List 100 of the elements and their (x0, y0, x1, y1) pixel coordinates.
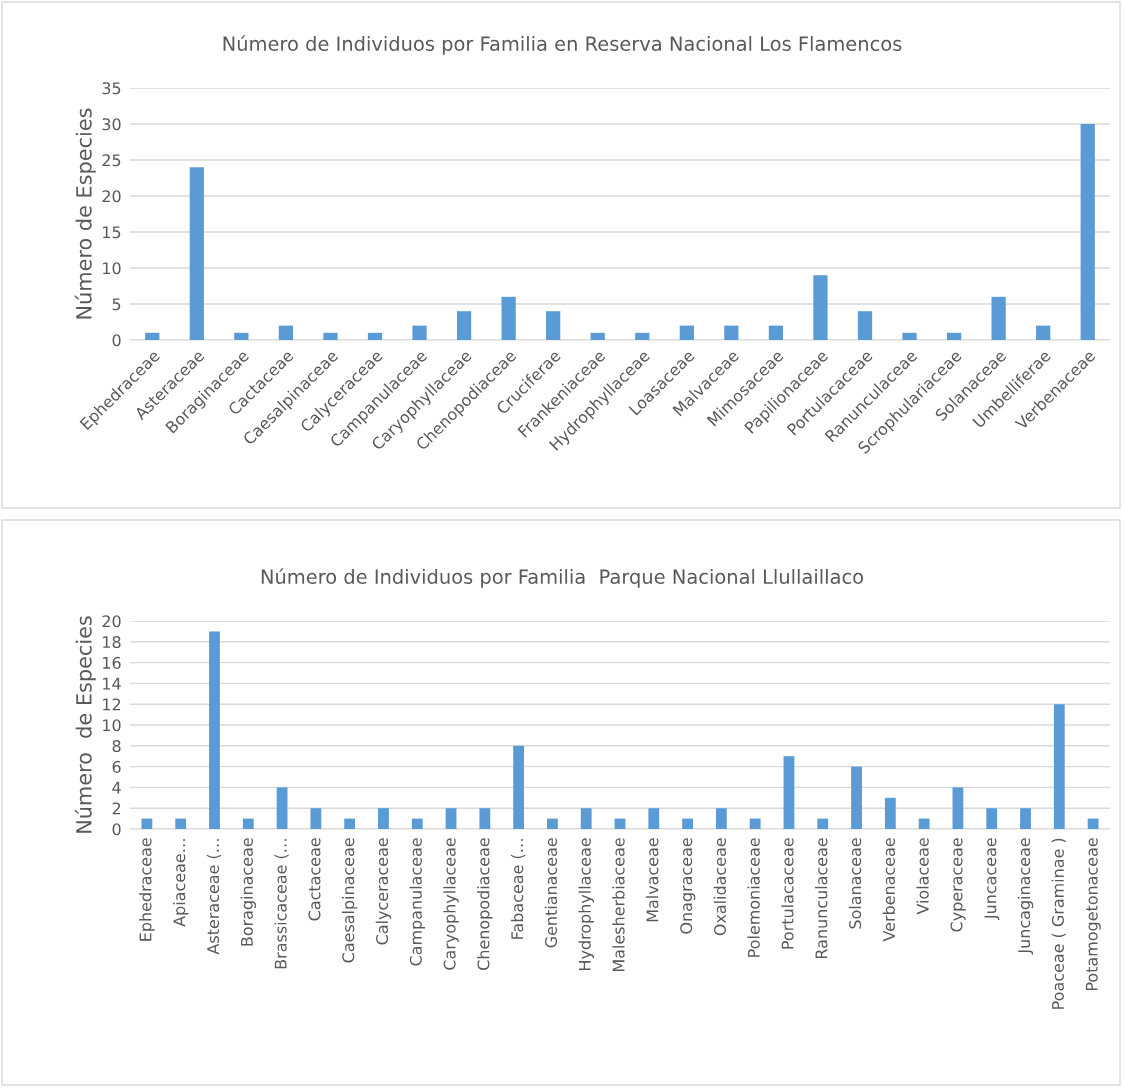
x-tick-label: Caesalpinaceae (341, 838, 358, 963)
x-tick-label: Ranunculaceae (815, 838, 828, 959)
x-tick-label: Portulacaceae (781, 838, 794, 949)
x-tick-label: Malvaceae (646, 838, 659, 922)
y-tick-label: 10 (103, 719, 121, 732)
x-tick-label: Juncaceae (984, 838, 1000, 920)
bar (590, 332, 605, 340)
x-tick-label: Potamogetonaceae (1085, 838, 1101, 991)
y-tick-label: 6 (112, 760, 121, 773)
bar (1080, 124, 1095, 340)
x-tick-label: Polemoniaceae (747, 838, 760, 957)
bar (501, 296, 516, 340)
bar (547, 818, 558, 829)
y-tick-label: 25 (102, 154, 121, 167)
bar (679, 325, 694, 340)
bar (175, 818, 187, 829)
bar (276, 787, 288, 829)
x-tick-label: Solanaceae (848, 838, 862, 929)
bar (851, 766, 862, 829)
x-tick-label: Gentianaceae (544, 838, 558, 948)
bar (768, 325, 784, 340)
x-tick-label: Boraginaceae (240, 838, 256, 946)
x-tick-label: Violaceae (916, 838, 929, 915)
bar (648, 808, 660, 829)
bar (513, 745, 525, 829)
bar (918, 818, 930, 829)
bar (580, 808, 592, 829)
bar (902, 332, 917, 340)
x-tick-label: Poaceae ( Graminae ) (1051, 838, 1066, 1009)
x-tick-label: Asteraceae (… (206, 839, 221, 955)
chart-title: Número de Individuos por Familia Parque Nacional Llullaillaco (261, 568, 863, 588)
bar (479, 808, 491, 829)
x-tick-label: Cyperaceae (950, 838, 966, 932)
bar (344, 818, 356, 829)
bar (234, 332, 249, 340)
y-tick-label: 15 (103, 226, 121, 239)
bar (682, 818, 693, 829)
y-axis-title: Número de Especies (74, 616, 96, 833)
bar (1036, 325, 1051, 340)
bar (323, 332, 338, 340)
x-tick-label: Onagraceae (680, 838, 696, 934)
x-tick-label: Malesherbiaceae (612, 838, 625, 972)
bar (367, 332, 383, 340)
bar (209, 631, 220, 829)
bar (456, 311, 472, 340)
y-axis-title: Número de Especies (74, 108, 96, 319)
x-tick-label: Chenopodiaceae (477, 838, 493, 970)
bar (1087, 818, 1099, 829)
y-tick-label: 0 (112, 823, 121, 836)
x-tick-label: Cactaceae (308, 838, 321, 921)
x-tick-label: Caryophyllaceae (443, 838, 459, 970)
y-tick-label: 5 (112, 298, 121, 311)
y-tick-label: 16 (103, 656, 121, 669)
bar (783, 756, 795, 829)
bar (546, 311, 561, 340)
y-tick-label: 8 (112, 740, 121, 753)
bar (817, 818, 829, 829)
x-tick-label: Apiaceae… (172, 839, 189, 927)
x-tick-label: Juncaginaceae (1017, 838, 1034, 955)
bar (715, 808, 727, 829)
y-tick-label: 2 (112, 802, 121, 815)
bar (189, 167, 204, 340)
bar (278, 325, 294, 340)
bar (749, 818, 761, 829)
y-tick-label: 20 (102, 190, 121, 203)
bar (242, 818, 254, 829)
x-tick-label: Brassicaceae (… (274, 839, 289, 969)
y-tick-label: 10 (103, 262, 121, 275)
bar (412, 325, 427, 340)
x-tick-label: Verbenaceae (882, 838, 895, 942)
chart-title: Número de Individuos por Familia en Reserva Nacional Los Flamencos (223, 35, 902, 55)
x-tick-label: Oxalidaceae (713, 838, 727, 936)
bar (813, 275, 828, 340)
x-tick-label: Fabaceae (… (510, 839, 526, 939)
bar (411, 818, 423, 829)
x-tick-label: Ephedraceae (139, 838, 155, 941)
y-tick-label: 0 (112, 334, 121, 347)
bar (145, 332, 160, 340)
bar (991, 296, 1006, 340)
x-tick-label: Calyceraceae (375, 838, 392, 945)
y-tick-label: 14 (103, 677, 121, 690)
y-tick-label: 12 (103, 698, 121, 711)
bar (1020, 808, 1031, 829)
y-tick-label: 4 (112, 781, 121, 794)
x-tick-label: Hydrophyllaceae (578, 838, 594, 970)
y-tick-label: 18 (103, 636, 121, 649)
bar (635, 332, 650, 340)
bar (1053, 704, 1065, 829)
bar (986, 808, 998, 829)
x-tick-label: Campanulaceae (409, 838, 425, 966)
y-tick-label: 20 (102, 615, 121, 628)
bar (946, 332, 962, 340)
bar (445, 808, 457, 829)
bar (724, 325, 739, 340)
bar (310, 808, 322, 829)
bar (952, 787, 964, 829)
bar (378, 808, 389, 829)
y-tick-label: 30 (102, 118, 121, 131)
bar (141, 818, 153, 829)
bar (884, 797, 896, 829)
